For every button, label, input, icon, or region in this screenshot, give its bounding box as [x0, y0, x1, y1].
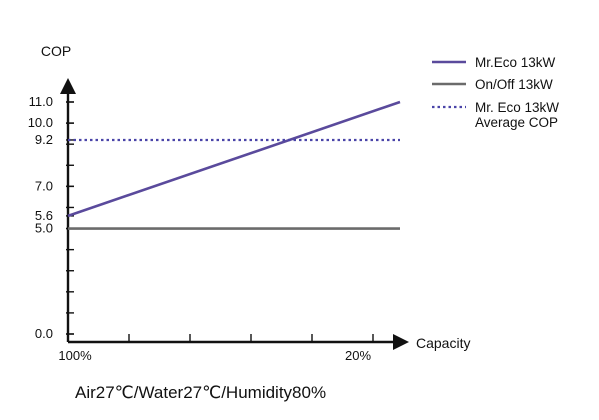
legend-label: Mr.Eco 13kW	[475, 55, 556, 70]
y-tick-label: 5.0	[35, 221, 53, 236]
x-axis-title: Capacity	[416, 335, 470, 351]
x-axis-ticks	[128, 334, 374, 342]
legend-label: Mr. Eco 13kW	[475, 100, 559, 115]
y-axis-title: COP	[41, 43, 71, 59]
legend-label: Average COP	[475, 115, 558, 130]
series-line-1	[67, 100, 401, 218]
x-tick-label: 100%	[58, 348, 92, 363]
x-tick-labels: 100% 20%	[58, 348, 371, 363]
chart-caption: Air27℃/Water27℃/Humidity80%	[75, 383, 326, 402]
legend: Mr.Eco 13kW On/Off 13kW Mr. Eco 13kWAverag…	[432, 55, 559, 130]
y-tick-label: 0.0	[35, 326, 53, 341]
y-tick-label: 11.0	[29, 94, 53, 109]
x-tick-label: 20%	[345, 348, 371, 363]
y-tick-label: 5.6	[35, 208, 53, 223]
y-tick-label: 10.0	[28, 115, 53, 130]
y-tick-label: 7.0	[35, 178, 53, 193]
legend-label: On/Off 13kW	[475, 77, 553, 92]
y-tick-label: 9.2	[35, 132, 53, 147]
x-axis-arrow	[393, 334, 409, 350]
series-lines	[67, 100, 401, 230]
y-axis-arrow	[60, 78, 76, 94]
y-tick-labels: 0.0 5.05.6 7.0 9.2 10.0 11.0	[28, 94, 53, 341]
